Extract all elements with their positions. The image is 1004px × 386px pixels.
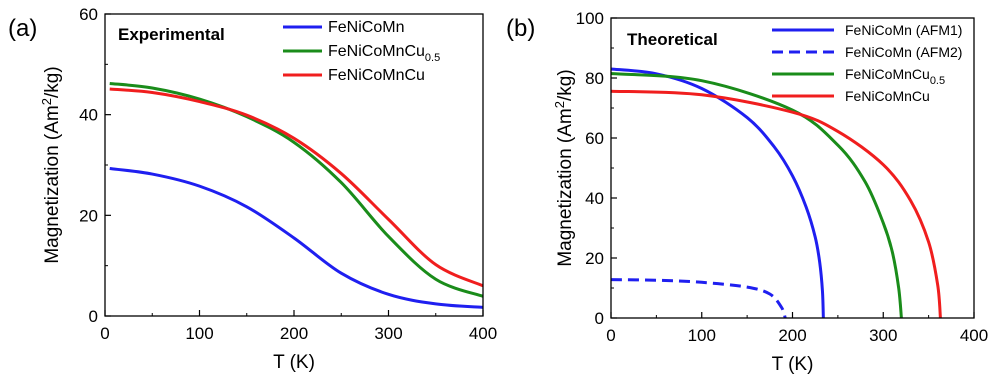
series-line-2	[109, 87, 483, 288]
x-tick-label: 400	[960, 326, 988, 345]
legend-entry: FeNiCoMnCu	[328, 67, 425, 84]
legend-entry-main: FeNiCoMn (AFM1)	[845, 22, 962, 38]
series-line-0	[611, 67, 825, 318]
legend-entry-main: FeNiCoMnCu	[328, 67, 425, 84]
y-axis-label-part: /kg)	[42, 66, 63, 98]
legend-entry: FeNiCoMn	[328, 19, 404, 36]
inplot-title: Experimental	[118, 25, 225, 44]
x-axis-label: T (K)	[772, 354, 814, 375]
y-axis-label-part: /kg)	[555, 69, 576, 101]
plot-frame	[610, 17, 975, 319]
y-tick-label: 20	[585, 249, 604, 268]
y-tick-label: 0	[595, 309, 604, 328]
panel-label: (a)	[8, 15, 37, 42]
legend-entry-main: FeNiCoMn	[328, 19, 404, 36]
x-axis-label: T (K)	[273, 352, 315, 373]
legend-entry: FeNiCoMn (AFM2)	[845, 44, 962, 60]
series-line-0	[109, 167, 483, 309]
x-tick-label: 400	[469, 324, 497, 343]
x-tick-label: 300	[374, 324, 402, 343]
chart-panel-a: (a) 0 100 200 300 400 0 20 40 60 T (K) Magnetizatio…	[8, 5, 497, 373]
chart-panel-b: (b) 0 100 200 300 400 0 20 40 60 80 100 T (K) Magneti…	[506, 9, 988, 375]
x-tick-label: 0	[100, 324, 109, 343]
legend-entry-sub: 0.5	[930, 75, 945, 87]
legend-entry-main: FeNiCoMnCu	[845, 66, 930, 82]
y-tick-label: 40	[585, 189, 604, 208]
y-tick-label: 100	[576, 9, 604, 28]
legend-entry-main: FeNiCoMn (AFM2)	[845, 44, 962, 60]
x-tick-label: 200	[778, 326, 806, 345]
legend-entry-main: FeNiCoMnCu	[845, 88, 930, 104]
panel-label: (b)	[506, 15, 535, 42]
legend-entry-main: FeNiCoMnCu	[328, 43, 425, 60]
series-line-1	[109, 81, 483, 298]
x-tick-label: 100	[688, 326, 716, 345]
x-tick-label: 300	[869, 326, 897, 345]
y-tick-label: 20	[79, 206, 98, 225]
y-tick-label: 60	[585, 129, 604, 148]
y-tick-label: 0	[89, 307, 98, 326]
y-tick-label: 80	[585, 69, 604, 88]
x-tick-label: 0	[606, 326, 615, 345]
x-tick-label: 200	[280, 324, 308, 343]
legend-entry: FeNiCoMnCu0.5	[845, 66, 945, 87]
y-axis-label: Magnetization (Am2/kg)	[552, 69, 576, 266]
legend-entry: FeNiCoMn (AFM1)	[845, 22, 962, 38]
y-axis-label: Magnetization (Am2/kg)	[39, 66, 63, 263]
series-line-3	[611, 89, 942, 318]
y-axis-label-sup: 2	[39, 98, 54, 105]
y-axis-label-part: Magnetization (Am	[555, 108, 576, 266]
legend-entry-sub: 0.5	[425, 52, 440, 64]
series-line-2	[611, 72, 903, 318]
legend-entry: FeNiCoMnCu0.5	[328, 43, 440, 64]
series-line-1	[611, 278, 787, 318]
y-axis-label-part: Magnetization (Am	[42, 105, 63, 263]
y-tick-label: 40	[79, 106, 98, 125]
legend-entry: FeNiCoMnCu	[845, 88, 930, 104]
x-tick-label: 100	[185, 324, 213, 343]
y-axis-label-sup: 2	[552, 101, 567, 108]
y-tick-label: 60	[79, 5, 98, 24]
inplot-title: Theoretical	[627, 30, 718, 49]
